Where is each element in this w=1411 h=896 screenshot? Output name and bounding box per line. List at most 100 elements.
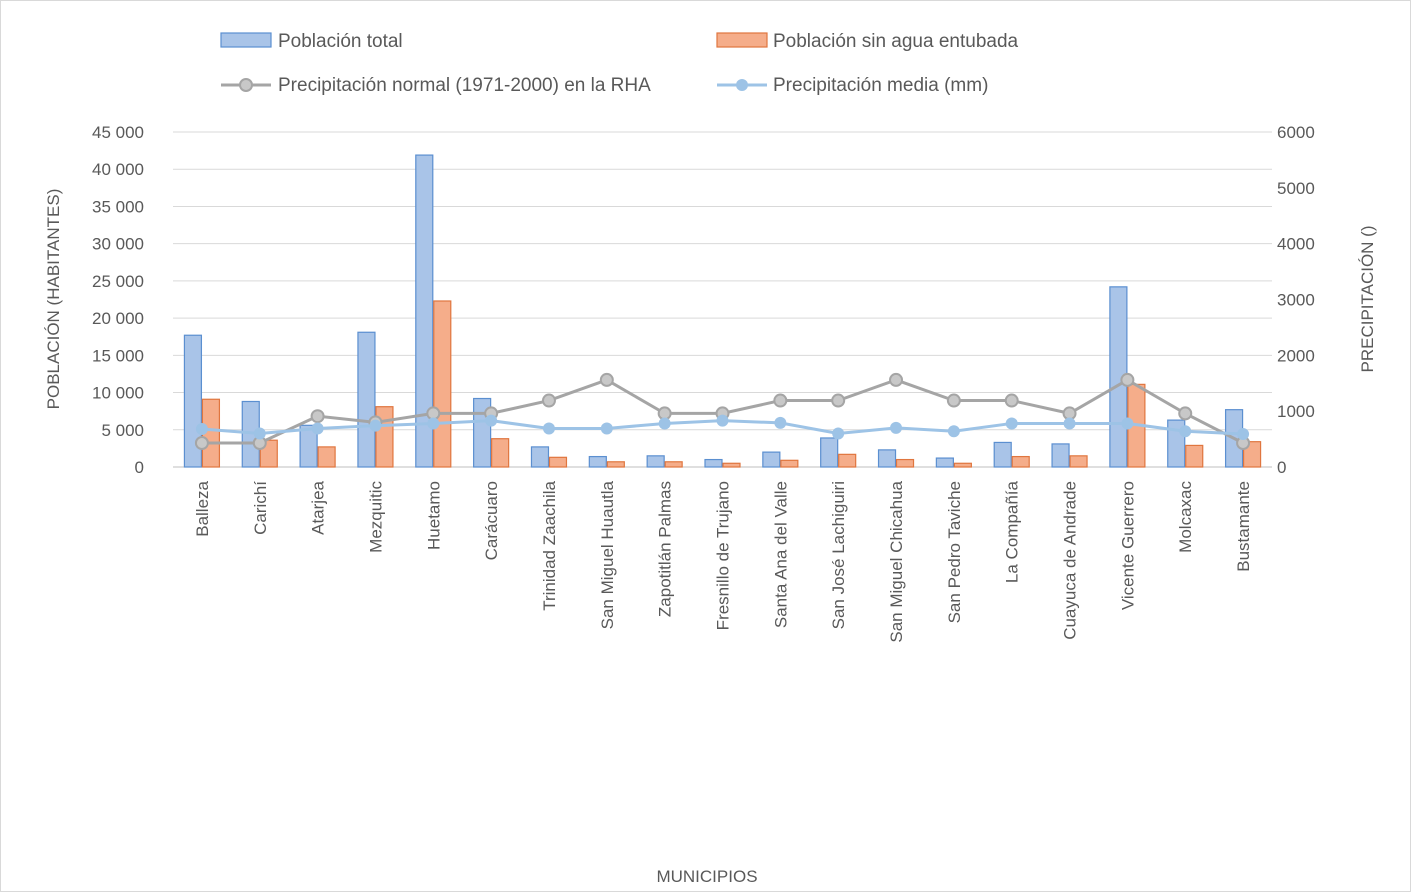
x-tick-label: Santa Ana del Valle: [771, 481, 790, 628]
y2-tick-label: 2000: [1277, 346, 1315, 365]
point-precip-normal: [831, 393, 846, 408]
bar-poblacion-sin-agua: [548, 456, 568, 468]
point-precip-normal: [599, 372, 614, 387]
x-tick-label: San Pedro Taviche: [945, 481, 964, 623]
y-tick-label: 5 000: [101, 421, 144, 440]
point-precip-normal: [1178, 406, 1193, 421]
x-tick-label: Vicente Guerrero: [1118, 481, 1137, 610]
point-precip-media: [542, 422, 555, 435]
y-tick-label: 30 000: [92, 235, 144, 254]
bar-poblacion-sin-agua: [1185, 444, 1204, 468]
point-precip-media: [600, 422, 613, 435]
x-axis-tick-labels: Balleza Carichí Atarjea Mezquitic Huetamo Car…: [193, 480, 1253, 642]
point-precip-media: [1179, 425, 1192, 438]
bar-poblacion-total: [762, 451, 781, 468]
legend-swatch-poblacion-sin-agua: [716, 32, 768, 48]
bar-poblacion-total: [935, 457, 954, 468]
x-tick-label: Carácuaro: [482, 481, 501, 560]
x-tick-label: Huetamo: [424, 481, 443, 550]
x-tick-label: Carichí: [251, 481, 270, 535]
y-tick-label: 10 000: [92, 384, 144, 403]
legend-swatch-poblacion-total: [220, 32, 272, 48]
legend-marker-precip-media: [736, 79, 748, 91]
bar-poblacion-total: [588, 455, 607, 468]
lines-layer: [194, 372, 1251, 450]
point-precip-normal: [310, 409, 325, 424]
legend-label-poblacion-sin-agua: Población sin agua entubada: [773, 31, 1019, 52]
x-tick-label: Atarjea: [309, 480, 328, 534]
x-tick-label: Balleza: [193, 480, 212, 536]
point-precip-media: [1005, 417, 1018, 430]
y-tick-label: 0: [135, 458, 144, 477]
y-axis-right-title: PRECIPITACIÓN (): [1358, 225, 1377, 372]
bar-poblacion-sin-agua: [664, 461, 683, 468]
point-precip-normal: [1120, 372, 1135, 387]
x-tick-label: San Miguel Huautla: [598, 480, 617, 629]
y-tick-label: 45 000: [92, 123, 144, 142]
y2-tick-label: 0: [1277, 458, 1286, 477]
point-precip-media: [890, 421, 903, 434]
bar-poblacion-sin-agua: [1011, 455, 1030, 468]
legend-marker-precip-normal: [239, 78, 253, 92]
point-precip-media: [658, 417, 671, 430]
x-tick-label: Trinidad Zaachila: [540, 480, 559, 610]
y2-tick-label: 3000: [1277, 291, 1315, 310]
bar-poblacion-sin-agua: [375, 406, 394, 468]
x-tick-label: Mezquitic: [366, 481, 385, 553]
point-precip-media: [253, 427, 266, 440]
bar-poblacion-total: [183, 334, 203, 468]
point-precip-media: [1121, 417, 1134, 430]
point-precip-media: [369, 419, 382, 432]
bar-poblacion-sin-agua: [317, 446, 336, 468]
bar-poblacion-total: [993, 441, 1012, 468]
point-precip-normal: [773, 393, 788, 408]
bar-poblacion-sin-agua: [606, 461, 625, 468]
bar-poblacion-sin-agua: [780, 459, 799, 468]
bar-poblacion-total: [357, 331, 376, 468]
bar-poblacion-total: [820, 437, 839, 468]
bar-poblacion-sin-agua: [838, 453, 857, 468]
y-tick-label: 25 000: [92, 272, 144, 291]
y-axis-left-ticks: 0 5 000 10 000 15 000 20 000 25 000 30 000 35 0…: [92, 123, 144, 477]
y-tick-label: 20 000: [92, 309, 144, 328]
x-tick-label: Cuayuca de Andrade: [1061, 481, 1080, 640]
bars-layer: [183, 154, 1262, 468]
y-tick-label: 15 000: [92, 346, 144, 365]
bar-poblacion-total: [704, 458, 723, 468]
point-precip-media: [716, 414, 729, 427]
point-precip-normal: [194, 435, 209, 450]
y2-tick-label: 4000: [1277, 235, 1315, 254]
point-precip-normal: [541, 393, 556, 408]
x-axis-title: MUNICIPIOS: [656, 867, 757, 886]
bar-poblacion-sin-agua: [722, 462, 741, 468]
bar-poblacion-sin-agua: [491, 438, 510, 468]
x-tick-label: Bustamante: [1234, 481, 1253, 572]
x-tick-label: San Miguel Chicahua: [887, 480, 906, 642]
bar-poblacion-total: [530, 446, 550, 468]
bar-poblacion-sin-agua: [1069, 455, 1088, 468]
point-precip-normal: [946, 393, 961, 408]
point-precip-normal: [1004, 393, 1019, 408]
point-precip-media: [1063, 417, 1076, 430]
bar-poblacion-sin-agua: [433, 300, 452, 468]
point-precip-media: [485, 414, 498, 427]
y2-tick-label: 1000: [1277, 402, 1315, 421]
bar-poblacion-sin-agua: [895, 458, 915, 468]
point-precip-media: [1237, 428, 1250, 441]
point-precip-media: [832, 427, 845, 440]
legend-label-poblacion-total: Población total: [278, 31, 403, 52]
x-tick-label: Molcaxac: [1176, 481, 1195, 553]
y-axis-right-ticks: 0 1000 2000 3000 4000 5000 6000: [1277, 123, 1315, 477]
y-axis-left-title: POBLACIÓN (HABITANTES): [44, 189, 63, 410]
gridlines: [173, 131, 1272, 468]
bar-poblacion-total: [877, 449, 897, 468]
legend-label-precip-normal: Precipitación normal (1971-2000) en la R…: [278, 75, 651, 96]
y-tick-label: 40 000: [92, 160, 144, 179]
bar-poblacion-total: [299, 424, 318, 468]
legend-label-precip-media: Precipitación media (mm): [773, 75, 988, 96]
y2-tick-label: 6000: [1277, 123, 1315, 142]
point-precip-media: [311, 422, 324, 435]
point-precip-media: [774, 416, 787, 429]
